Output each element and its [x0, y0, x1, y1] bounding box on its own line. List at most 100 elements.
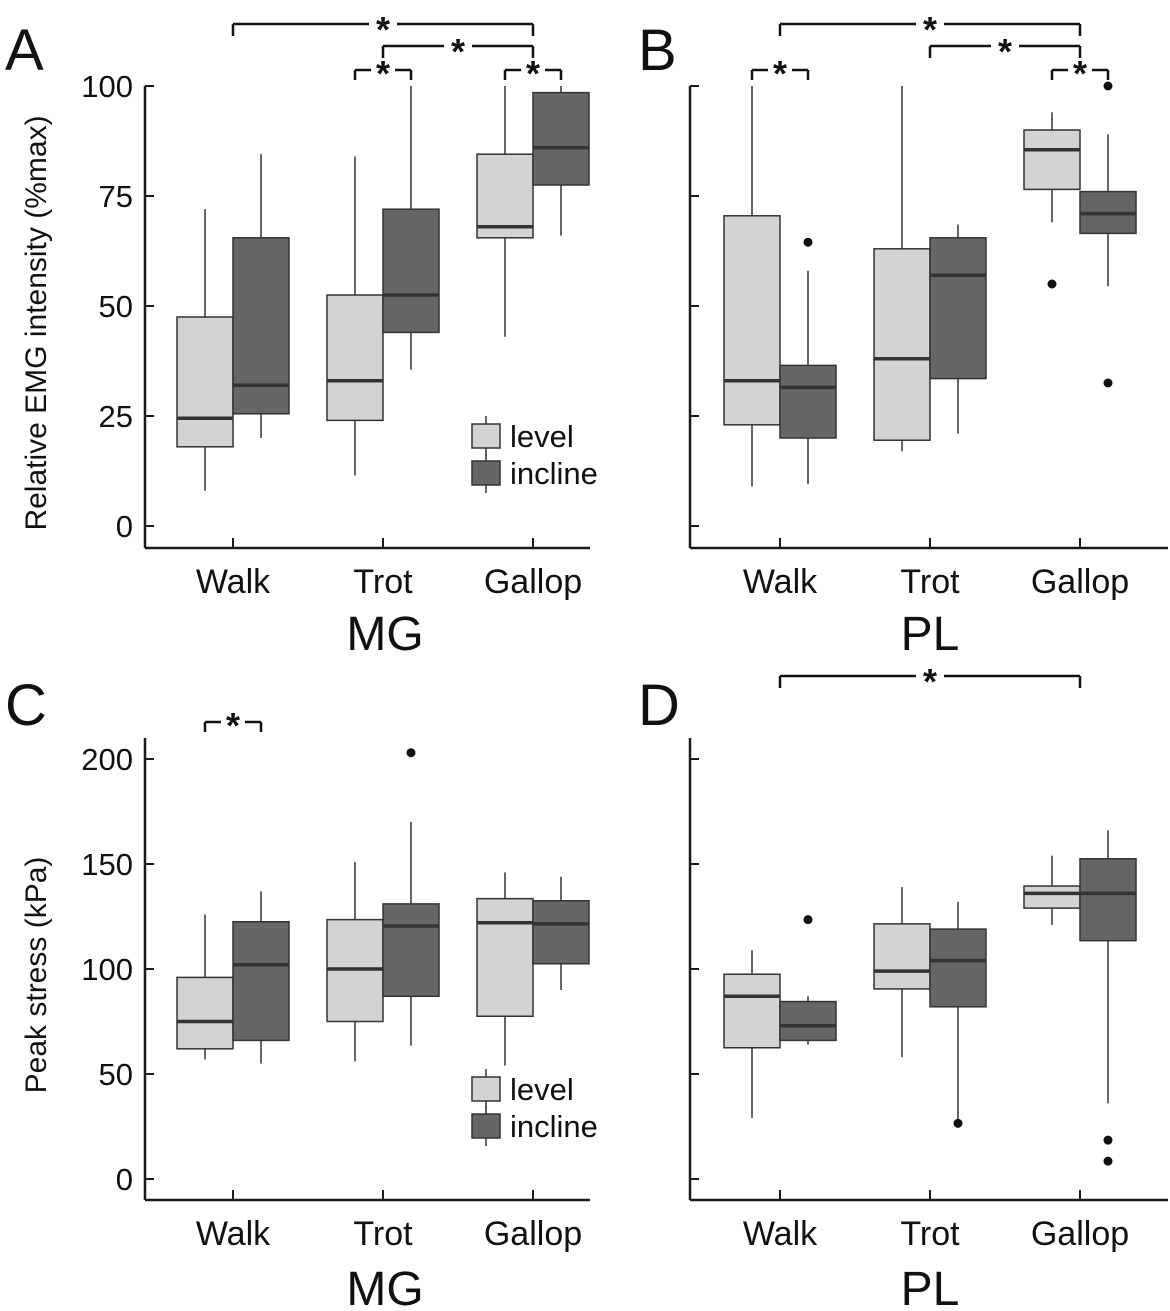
outlier-point	[1103, 378, 1113, 388]
box-level-gallop	[1023, 855, 1081, 925]
significance-star: *	[451, 31, 465, 72]
muscle-label: PL	[901, 608, 960, 661]
legend-swatch-incline	[471, 1113, 501, 1139]
significance-marker: *	[203, 705, 263, 746]
iqr-box	[723, 215, 781, 426]
box-incline-gallop	[532, 86, 590, 236]
box-level-trot	[873, 887, 931, 1058]
legend-swatch-incline	[471, 460, 501, 486]
iqr-box	[476, 897, 534, 1018]
x-tick-label: Gallop	[1031, 1215, 1129, 1253]
y-tick-label: 50	[99, 289, 133, 324]
panel-letter: C	[5, 673, 47, 738]
iqr-box	[779, 364, 837, 439]
panel-C: C 0 50 100 150 200 Peak stress (kPa) Walk Trot Ga…	[5, 673, 598, 1311]
box-incline-gallop	[1079, 830, 1137, 1166]
panel-letter: B	[638, 18, 677, 83]
y-axis-label: Relative EMG intensity (%max)	[20, 115, 53, 530]
y-tick-label: 0	[116, 509, 133, 544]
muscle-label: MG	[346, 1263, 423, 1311]
outlier-point	[803, 915, 813, 925]
box-level-walk	[176, 209, 234, 491]
x-tick-label: Walk	[196, 563, 271, 601]
box-incline-trot	[382, 748, 440, 1046]
box-incline-gallop	[1079, 81, 1137, 388]
legend-swatch-level	[471, 1076, 501, 1102]
outlier-point	[1103, 1156, 1113, 1166]
x-tick-label: Gallop	[484, 1215, 582, 1253]
box-level-walk	[176, 914, 234, 1060]
outlier-point	[803, 237, 813, 247]
box-level-trot	[326, 156, 384, 476]
iqr-box	[176, 976, 234, 1050]
box-level-gallop	[476, 86, 534, 337]
outlier-point	[1103, 1135, 1113, 1145]
y-tick-label: 200	[81, 742, 133, 777]
significance-star: *	[376, 53, 390, 94]
legend-label-level: level	[510, 1072, 574, 1107]
panel-B: B Walk Trot Gallop PL * * * *	[638, 9, 1168, 661]
box-level-gallop	[476, 872, 534, 1066]
x-tick-label: Trot	[900, 563, 960, 601]
box-level-trot	[326, 861, 384, 1062]
box-incline-trot	[929, 901, 987, 1128]
outlier-point	[1047, 279, 1057, 289]
significance-star: *	[526, 53, 540, 94]
significance-marker: *	[778, 661, 1082, 702]
iqr-box	[532, 900, 590, 965]
box-level-walk	[723, 86, 781, 487]
x-tick-label: Trot	[353, 563, 413, 601]
iqr-box	[1079, 858, 1137, 942]
y-tick-label: 150	[81, 847, 133, 882]
iqr-box	[232, 921, 290, 1042]
significance-star: *	[226, 705, 240, 746]
significance-marker: *	[928, 31, 1082, 72]
box-incline-gallop	[532, 876, 590, 990]
iqr-box	[382, 208, 440, 334]
significance-star: *	[998, 31, 1012, 72]
iqr-box	[723, 973, 781, 1049]
significance-marker: *	[750, 53, 810, 94]
iqr-box	[382, 903, 440, 998]
box-incline-trot	[929, 224, 987, 434]
box-level-gallop	[1023, 112, 1081, 289]
significance-marker: *	[503, 53, 563, 94]
outlier-point	[953, 1118, 963, 1128]
iqr-box	[1023, 129, 1081, 191]
significance-marker: *	[778, 9, 1082, 50]
significance-marker: *	[353, 53, 413, 94]
y-tick-label: 75	[99, 179, 133, 214]
y-tick-label: 100	[81, 69, 133, 104]
iqr-box	[873, 248, 931, 441]
x-tick-label: Trot	[900, 1215, 960, 1253]
significance-star: *	[923, 9, 937, 50]
box-incline-walk	[232, 154, 290, 438]
x-tick-label: Gallop	[484, 563, 582, 601]
iqr-box	[326, 294, 384, 422]
iqr-box	[532, 91, 590, 186]
x-tick-label: Trot	[353, 1215, 413, 1253]
iqr-box	[232, 237, 290, 415]
iqr-box	[929, 928, 987, 1008]
y-tick-label: 100	[81, 952, 133, 987]
panel-D: D Walk Trot Gallop PL *	[638, 661, 1168, 1311]
significance-marker: *	[231, 9, 535, 50]
y-tick-label: 25	[99, 399, 133, 434]
iqr-box	[176, 316, 234, 448]
significance-marker: *	[381, 31, 535, 72]
significance-star: *	[923, 661, 937, 702]
x-tick-label: Walk	[743, 563, 818, 601]
box-level-trot	[873, 86, 931, 452]
significance-star: *	[773, 53, 787, 94]
panel-A: A 0 25 50 75 100 Relative EMG intensity (%max)…	[5, 9, 598, 661]
y-tick-label: 0	[116, 1162, 133, 1197]
x-tick-label: Walk	[196, 1215, 271, 1253]
legend-label-incline: incline	[510, 456, 598, 491]
muscle-label: MG	[346, 608, 423, 661]
muscle-label: PL	[901, 1263, 960, 1311]
box-incline-walk	[779, 237, 837, 485]
x-tick-label: Gallop	[1031, 563, 1129, 601]
